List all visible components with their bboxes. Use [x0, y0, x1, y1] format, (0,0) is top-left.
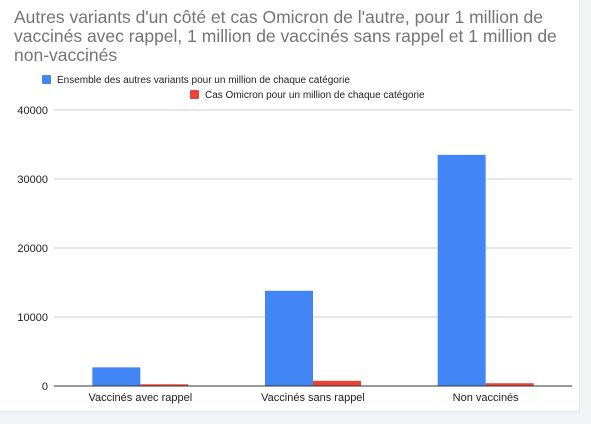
legend: Ensemble des autres variants pour un mil… — [42, 75, 425, 101]
axes: Vaccinés avec rappel Vaccinés sans rappel… — [54, 385, 572, 404]
bar-series-1-1 — [92, 367, 141, 386]
bar-series-1-3 — [437, 154, 486, 386]
y-tick-label: 40000 — [17, 105, 48, 117]
x-tick-label: Vaccinés avec rappel — [88, 392, 192, 404]
y-tick-label: 10000 — [17, 312, 48, 324]
bar-series-1-2 — [265, 290, 313, 386]
y-tick-label: 20000 — [17, 243, 48, 255]
y-tick-label: 30000 — [17, 174, 48, 186]
chart-title: Autres variants d'un côté et cas Omicron… — [14, 7, 557, 65]
bar-chart: Ensemble des autres variants pour un mil… — [17, 75, 572, 404]
x-tick-label: Non vaccinés — [453, 392, 520, 404]
y-tick-label: 0 — [42, 381, 48, 393]
legend-label-2: Cas Omicron pour un million de chaque ca… — [205, 90, 425, 101]
bars — [92, 154, 534, 386]
legend-swatch-1 — [42, 75, 51, 84]
bar-series-2-2 — [313, 380, 361, 386]
x-tick-label: Vaccinés sans rappel — [261, 392, 365, 404]
legend-swatch-2 — [190, 90, 199, 99]
bar-series-2-1 — [140, 384, 189, 386]
chart-card: Autres variants d'un côté et cas Omicron… — [0, 0, 580, 412]
legend-label-1: Ensemble des autres variants pour un mil… — [57, 75, 350, 86]
bar-series-2-3 — [485, 383, 534, 386]
